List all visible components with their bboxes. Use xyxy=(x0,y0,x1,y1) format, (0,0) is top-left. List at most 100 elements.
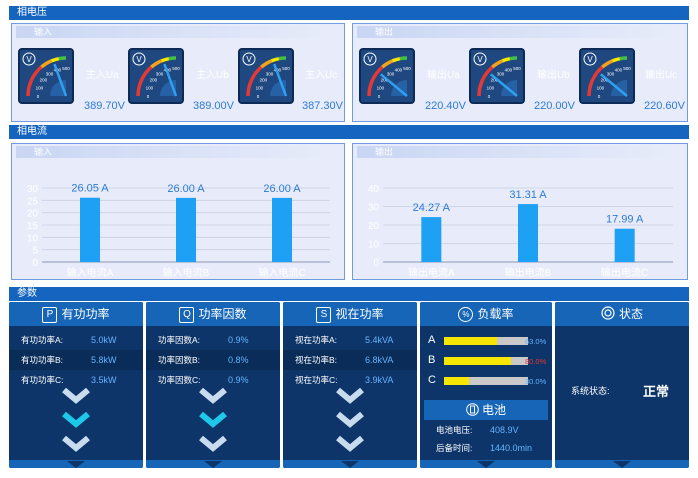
gauge-needle xyxy=(53,63,68,97)
gauge-arc xyxy=(26,65,43,97)
gauge-tick-label: 500 xyxy=(403,66,411,71)
gauge-unit: V xyxy=(136,55,142,64)
q-letter-icon: Q xyxy=(179,307,195,323)
voltage-output-tab: 输出 xyxy=(357,26,677,38)
gauge-tick-label: 200 xyxy=(381,78,389,83)
gauge-unit: V xyxy=(587,55,593,64)
current-input-tab: 输入 xyxy=(16,146,336,158)
gauge-tick-label: 300 xyxy=(387,71,395,76)
apparent-power-header: S 视在功率 xyxy=(283,302,417,326)
gauge-arc xyxy=(611,56,621,63)
card-notch xyxy=(204,461,222,468)
chevron-down-icon xyxy=(62,387,90,452)
gauge-needle xyxy=(273,63,288,97)
bar xyxy=(421,217,442,262)
load-rate-row: C 30.0% xyxy=(420,372,552,390)
p-letter-icon: P xyxy=(42,307,58,323)
row-value: 3.9kVA xyxy=(365,375,394,385)
gauge-arc xyxy=(399,56,408,61)
gauge-tick-label: 200 xyxy=(150,78,158,83)
list-item: 功率因数B: 0.8% xyxy=(146,350,280,370)
load-rate-header: % 负载率 xyxy=(420,302,552,326)
gauge-tick-label: 400 xyxy=(505,67,513,72)
gauge-unit: V xyxy=(26,55,32,64)
load-rate-row: A 63.0% xyxy=(420,332,552,350)
bar xyxy=(614,228,635,262)
power-factor-title: 功率因数 xyxy=(198,307,247,321)
gauge-arc xyxy=(491,59,504,69)
gauge-tick-label: 100 xyxy=(487,85,495,90)
gauge-tick-label: 500 xyxy=(513,66,521,71)
row-value: 5.0kW xyxy=(91,335,117,345)
load-rate-value: 30.0% xyxy=(525,377,547,386)
y-tick-label: 30 xyxy=(368,203,380,214)
row-label: 功率因数C: xyxy=(158,375,201,385)
row-label: 电池电压: xyxy=(436,425,473,435)
load-rate-title: 负载率 xyxy=(477,307,514,321)
gauge-tick-label: 500 xyxy=(172,66,180,71)
gauge-unit-ring xyxy=(363,52,377,66)
bar xyxy=(518,204,538,262)
load-rate-label: A xyxy=(428,334,436,346)
load-rate-row: B 80.0% xyxy=(420,352,552,370)
gauge-unit-ring xyxy=(473,52,487,66)
gauge-tick-label: 500 xyxy=(623,66,631,71)
gauge-arc xyxy=(278,56,287,61)
gauge-unit: V xyxy=(477,55,483,64)
load-rate-label: C xyxy=(428,374,436,386)
x-tick-label: 输出电流B xyxy=(505,266,552,278)
gauge-tick-label: 300 xyxy=(46,71,54,76)
gauge-needle xyxy=(490,73,518,97)
row-value: 3.5kW xyxy=(91,375,117,385)
gauge-arc xyxy=(587,65,604,97)
row-value: 0.9% xyxy=(228,335,249,345)
row-label: 视在功率C: xyxy=(295,375,338,385)
gauge-tick-label: 0 xyxy=(488,94,491,99)
meter-value-out-ub: 220.00V xyxy=(534,100,575,112)
gauge-arc xyxy=(391,56,401,63)
row-label: 功率因数A: xyxy=(158,335,201,345)
row-value: 5.4kVA xyxy=(365,335,394,345)
x-tick-label: 输出电流C xyxy=(601,266,648,278)
list-item: 电池电压: 408.9V xyxy=(420,420,552,440)
gauge-arc xyxy=(260,59,273,69)
gauge-unit: V xyxy=(367,55,373,64)
gauge-tick-label: 0 xyxy=(147,94,150,99)
bar xyxy=(176,197,196,262)
gauge-arc xyxy=(58,56,67,61)
gauge-tick-label: 100 xyxy=(597,85,605,90)
row-value: 0.9% xyxy=(228,375,249,385)
row-label: 有功功率A: xyxy=(21,335,64,345)
chevron-down-icon xyxy=(336,387,364,452)
list-item: 功率因数C: 0.9% xyxy=(146,370,280,390)
gauge-tick-label: 500 xyxy=(62,66,70,71)
gauge-tick-label: 300 xyxy=(607,71,615,76)
gauge-tick-label: 0 xyxy=(378,94,381,99)
x-tick-label: 输入电流B xyxy=(163,266,210,278)
status-badge: 正常 xyxy=(643,384,670,399)
row-label: 有功功率C: xyxy=(21,375,64,385)
section-title-voltage: 相电压 xyxy=(9,6,689,20)
power-factor-header: Q 功率因数 xyxy=(146,302,280,326)
gauge-arc xyxy=(136,65,153,97)
gauge-needle xyxy=(163,63,178,97)
data-label: 24.27 A xyxy=(413,202,451,214)
load-rate-value: 63.0% xyxy=(525,337,547,346)
list-item: 视在功率B: 6.8kVA xyxy=(283,350,417,370)
current-output-panel: 输出 0 10 20 30 40 24.27 A 输出电流A 31.31 A 输出电流B 17.9… xyxy=(352,143,688,280)
y-tick-label: 20 xyxy=(27,209,39,220)
list-item: 有功功率B: 5.8kW xyxy=(9,350,143,370)
y-tick-label: 15 xyxy=(27,221,39,232)
load-rate-track xyxy=(444,377,528,385)
card-notch xyxy=(477,461,495,468)
card-notch xyxy=(613,461,631,468)
list-item: 视在功率A: 5.4kVA xyxy=(283,330,417,350)
y-tick-label: 30 xyxy=(27,184,39,195)
meter-label-out-ub: 输出Ub xyxy=(537,70,570,81)
meter-label-out-uc: 输出Uc xyxy=(645,70,678,81)
current-input-panel: 输入 0 5 10 15 20 25 30 26.05 A 输入电流A 26.00 A 输入电流B 2… xyxy=(11,143,345,280)
power-factor-card: Q 功率因数 功率因数A: 0.9% 功率因数B: 0.8% 功率因数C: 0.9% xyxy=(146,302,280,468)
